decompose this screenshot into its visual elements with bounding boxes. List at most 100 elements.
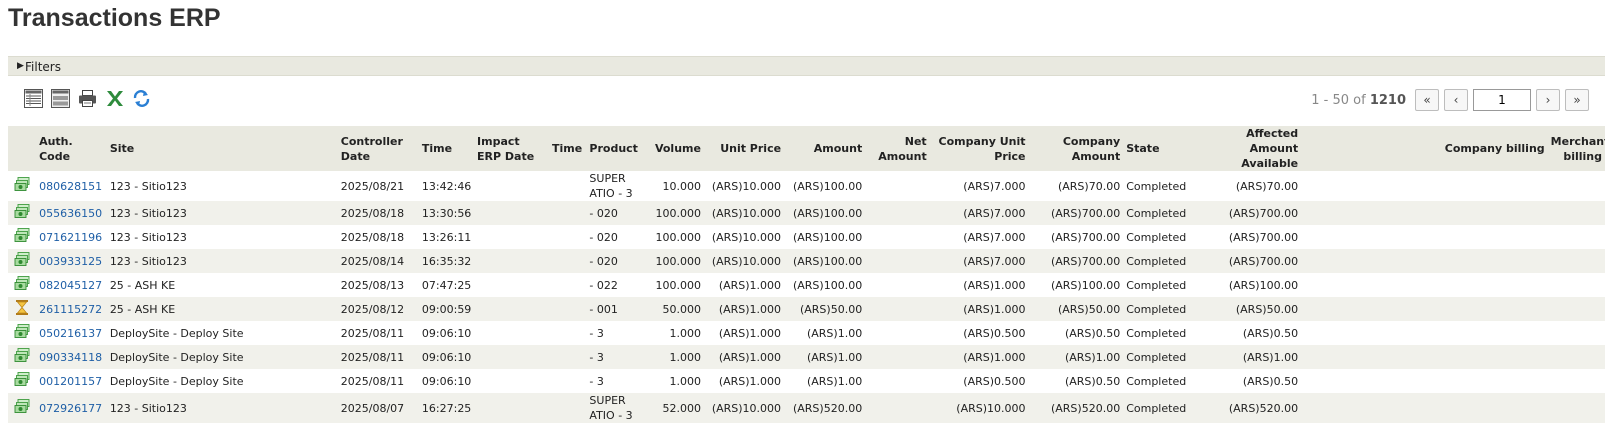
column-header-comp-unit[interactable]: Company Unit Price (929, 126, 1029, 171)
cell-idate (474, 297, 549, 321)
column-header-unit-price[interactable]: Unit Price (703, 126, 785, 171)
cell-site: 123 - Sitio123 (106, 201, 338, 225)
table-row: 072926177 123 - Sitio123 2025/08/07 16:27:2… (8, 393, 1605, 423)
auth-code-link[interactable]: 071621196 (39, 230, 103, 244)
print-icon[interactable] (77, 88, 98, 109)
cell-amount: (ARS)1.00 (806, 374, 863, 388)
column-header-merch-billing[interactable]: Merchant billing (1547, 126, 1605, 171)
column-header-affected[interactable]: Affected Amount Available (1200, 126, 1302, 171)
cell-site: DeploySite - Deploy Site (106, 345, 338, 369)
cell-site: DeploySite - Deploy Site (109, 374, 244, 388)
cell-comp-unit: (ARS)7.000 (963, 179, 1026, 193)
column-header-site[interactable]: Site (106, 126, 338, 171)
cell-merch-billing (1547, 345, 1605, 369)
cell-volume: 1.000 (669, 326, 701, 340)
hourglass-icon[interactable] (15, 300, 29, 318)
column-header-time[interactable]: Time (418, 126, 475, 171)
cell-time: 09:00:59 (418, 297, 475, 321)
column-header-state[interactable]: State (1123, 126, 1201, 171)
grid-full-icon[interactable] (23, 88, 44, 109)
cell-cdate: 2025/08/14 (337, 249, 419, 273)
cell-comp-unit: (ARS)7.000 (963, 230, 1026, 244)
cell-time: 07:47:25 (421, 278, 472, 292)
filters-toggle[interactable]: ▶ Filters (8, 56, 1605, 76)
money-icon[interactable] (14, 276, 30, 294)
column-header-product[interactable]: Product (586, 126, 651, 171)
cell-state: Completed (1123, 201, 1201, 225)
column-header-net-amount[interactable]: Net Amount (865, 126, 930, 171)
cell-comp-unit: (ARS)7.000 (929, 249, 1029, 273)
cell-merch-billing (1547, 393, 1605, 423)
cell-auth-code: 003933125 (36, 249, 107, 273)
page-number-input[interactable] (1473, 89, 1531, 111)
cell-net-amount (865, 321, 930, 345)
cell-idate (474, 225, 549, 249)
refresh-icon[interactable] (131, 88, 152, 109)
next-page-button[interactable]: › (1536, 89, 1560, 111)
cell-comp-billing (1301, 321, 1548, 345)
column-header-volume[interactable]: Volume (650, 126, 704, 171)
money-icon[interactable] (14, 252, 30, 270)
cell-amount: (ARS)100.00 (792, 179, 863, 193)
auth-code-link[interactable]: 261115272 (39, 302, 103, 316)
column-header-auth[interactable]: Auth. Code (36, 126, 107, 171)
cell-itime (548, 249, 587, 273)
cell-amount: (ARS)1.00 (806, 326, 863, 340)
money-icon[interactable] (14, 228, 30, 246)
auth-code-link[interactable]: 003933125 (39, 254, 103, 268)
grid-compact-icon[interactable] (50, 88, 71, 109)
cell-unit-price: (ARS)10.000 (703, 249, 785, 273)
cell-affected: (ARS)520.00 (1200, 393, 1302, 423)
cell-product: SUPER ATIO - 3 (589, 172, 633, 200)
cell-site: 123 - Sitio123 (106, 249, 338, 273)
cell-product: - 020 (586, 249, 651, 273)
cell-site: DeploySite - Deploy Site (109, 326, 244, 340)
cell-affected: (ARS)700.00 (1228, 230, 1299, 244)
column-header-itime[interactable]: Time (548, 126, 587, 171)
cell-comp-billing (1301, 249, 1548, 273)
cell-merch-billing (1547, 297, 1605, 321)
cell-cdate: 2025/08/11 (340, 374, 405, 388)
money-icon[interactable] (14, 399, 30, 417)
auth-code-link[interactable]: 001201157 (39, 374, 103, 388)
auth-code-link[interactable]: 080628151 (39, 179, 103, 193)
pagination-info: 1 - 50 of 1210 (1311, 92, 1406, 108)
cell-amount: (ARS)520.00 (784, 393, 866, 423)
money-icon[interactable] (14, 324, 30, 342)
auth-code-link[interactable]: 072926177 (39, 401, 103, 415)
column-header-comp-amount[interactable]: Company Amount (1028, 126, 1124, 171)
cell-state: Completed (1123, 297, 1201, 321)
cell-auth-code: 072926177 (36, 393, 107, 423)
first-page-button[interactable]: « (1415, 89, 1439, 111)
cell-itime (549, 369, 586, 393)
cell-product: - 020 (586, 201, 651, 225)
row-status-cell (8, 369, 36, 393)
column-header-amount[interactable]: Amount (784, 126, 866, 171)
last-page-button[interactable]: » (1565, 89, 1589, 111)
cell-merch-billing (1548, 321, 1605, 345)
cell-product: - 022 (589, 278, 618, 292)
money-icon[interactable] (14, 177, 30, 195)
cell-volume: 1.000 (650, 345, 704, 369)
prev-page-button[interactable]: ‹ (1444, 89, 1468, 111)
cell-comp-billing (1301, 369, 1548, 393)
auth-code-link[interactable]: 055636150 (39, 206, 103, 220)
auth-code-link[interactable]: 050216137 (39, 326, 103, 340)
auth-code-link[interactable]: 090334118 (39, 350, 103, 364)
filters-label: Filters (25, 60, 61, 74)
cell-comp-amount: (ARS)700.00 (1028, 249, 1124, 273)
money-icon[interactable] (14, 372, 30, 390)
auth-code-link[interactable]: 082045127 (39, 278, 103, 292)
cell-itime (548, 393, 587, 423)
cell-volume: 50.000 (650, 297, 704, 321)
column-header-comp-billing[interactable]: Company billing (1301, 126, 1548, 171)
cell-cdate: 2025/08/07 (337, 393, 419, 423)
cell-comp-unit: (ARS)1.000 (929, 345, 1029, 369)
column-header-idate[interactable]: Impact ERP Date (474, 126, 549, 171)
cell-merch-billing (1548, 369, 1605, 393)
money-icon[interactable] (14, 348, 30, 366)
column-header-cdate[interactable]: Controller Date (337, 126, 419, 171)
money-icon[interactable] (14, 204, 30, 222)
cell-affected: (ARS)700.00 (1200, 249, 1302, 273)
excel-export-icon[interactable] (104, 88, 125, 109)
